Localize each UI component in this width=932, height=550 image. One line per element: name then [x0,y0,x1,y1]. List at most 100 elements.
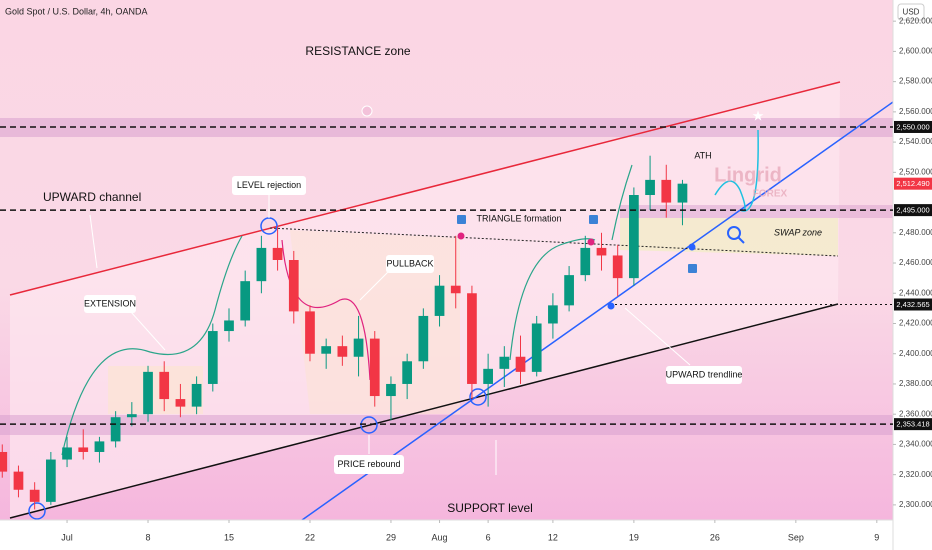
candle-body [207,331,218,384]
magnifier-icon [727,226,741,240]
time-axis [0,520,893,550]
y-tick-label: 2,300.000 [899,500,932,509]
candle-body [143,371,153,415]
candle-body [0,451,8,472]
candle-body [224,320,234,332]
y-tick-label: 2,520.000 [899,167,932,176]
x-tick-label: 29 [386,532,396,542]
candle-body [580,247,591,276]
candle-body [240,281,251,321]
candle-body [467,293,477,384]
x-tick-label: 22 [305,532,315,542]
price-axis [893,0,932,550]
candle-body [288,260,299,312]
x-tick-label: Sep [788,532,804,542]
icon [688,264,697,273]
price-label-box [894,204,932,217]
annotation: TRIANGLE formation [476,213,561,223]
marker-circle [360,416,378,434]
annotation: RESISTANCE zone [305,44,410,58]
y-tick-label: 2,580.000 [899,77,932,86]
y-tick-label: 2,540.000 [899,137,932,146]
y-tick-label: 2,360.000 [899,409,932,418]
y-tick-label: 2,600.000 [899,47,932,56]
price-label-box [894,418,932,431]
price-label-box [894,120,932,133]
watermark: FOREX [753,189,788,200]
x-tick-label: 15 [224,532,234,542]
resistance-band [0,118,893,137]
label-box [666,366,742,384]
annotation: PULLBACK [386,258,433,268]
annotation: UPWARD channel [43,190,141,204]
candle-body [126,414,137,418]
support-band [0,415,893,435]
candle-body [369,338,380,397]
candle-body [175,399,186,407]
x-tick-label: Jul [61,532,73,542]
candle-body [548,305,558,324]
curve-arrow [61,235,243,456]
annotation: SUPPORT level [447,501,533,515]
marker-dot [607,302,615,310]
icon [361,105,373,117]
x-tick-label: 9 [874,532,879,542]
currency-box [897,3,925,21]
price-label: 2,550.000 [896,122,929,131]
candle-body [612,255,623,279]
y-tick-label: 2,460.000 [899,258,932,267]
label-box [84,295,136,313]
pullback-box [290,230,460,414]
candle-body [450,285,461,294]
candle-body [78,447,89,452]
x-tick-label: 6 [486,532,491,542]
channel-top [9,81,841,296]
candle-body [159,371,170,400]
y-tick-label: 2,440.000 [899,288,932,297]
candle-body [353,338,364,357]
trendline [294,101,894,526]
candle-body [191,383,202,407]
curve-arrow [611,164,633,241]
texts: Gold Spot / U.S. Dollar, 4h, OANDA USD L… [5,3,932,542]
candle-body [418,315,429,362]
candle-body [661,179,672,203]
label-box [232,176,306,195]
x-tick-label: 26 [710,532,720,542]
candle-body [629,195,639,279]
last-price-box [894,177,932,190]
price-label: 2,353.418 [896,420,929,429]
candle-body [434,285,445,316]
triangle-line [269,227,839,257]
last-price-label: 2,512.490 [896,179,929,188]
annotation: LEVEL rejection [237,180,301,190]
candle-body [564,275,574,306]
label-box [334,455,404,474]
marker-circle [28,502,46,520]
x-tick-label: Aug [432,532,448,542]
pointer [359,269,391,301]
y-tick-label: 2,480.000 [899,228,932,237]
candle-body [596,247,607,256]
y-tick-label: 2,380.000 [899,379,932,388]
candle-body [499,356,510,369]
marks [0,20,896,523]
candle-body [272,247,283,260]
price-label: 2,495.000 [896,206,929,215]
price-label-box [894,298,932,311]
y-tick-label: 2,400.000 [899,349,932,358]
candle-body [337,346,348,357]
y-tick-label: 2,340.000 [899,440,932,449]
annotation: EXTENSION [84,298,136,308]
price-label: 2,432.565 [896,300,929,309]
marker-dot [587,238,595,246]
x-tick-label: 12 [548,532,558,542]
candle-body [402,361,413,384]
candle-body [483,368,493,384]
candle-body [62,447,72,460]
star-icon: ★ [752,108,765,124]
annotation: ATH [694,150,711,160]
candle-body [531,323,542,372]
